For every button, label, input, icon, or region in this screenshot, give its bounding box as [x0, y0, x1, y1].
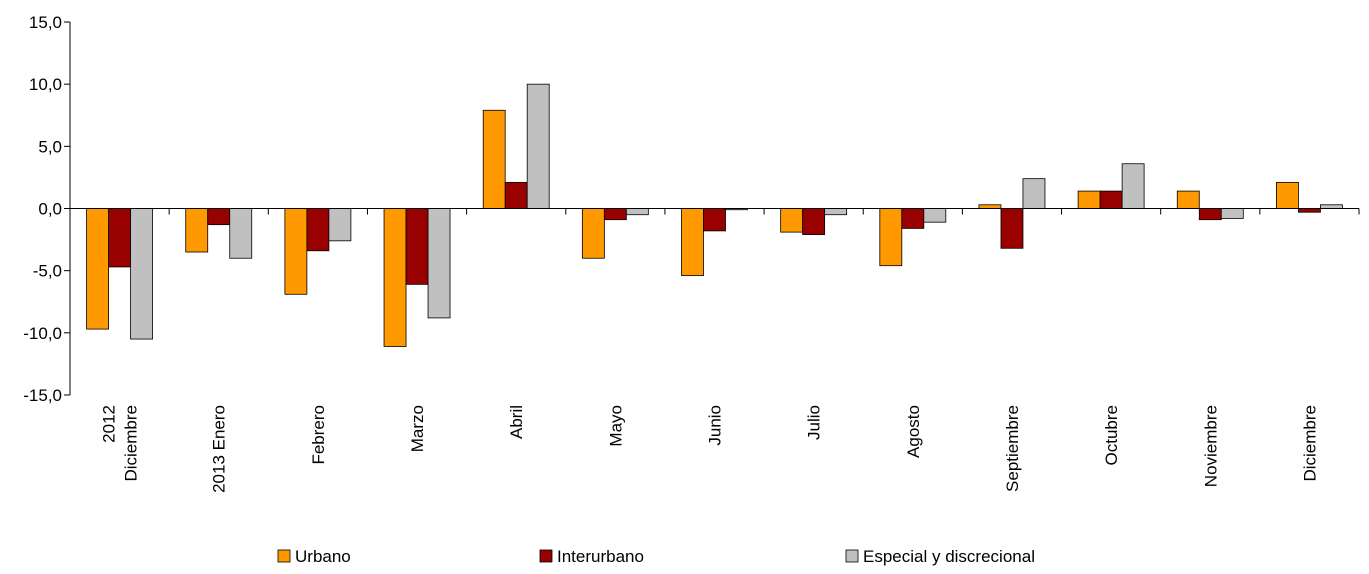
bar-especial-y-discrecional-3 [427, 208, 451, 319]
bar-interurbano-12 [1298, 208, 1321, 213]
bar-especial-y-discrecional-9 [1022, 178, 1046, 209]
x-tick-label: 2013 Enero [210, 405, 229, 493]
legend-swatch-urbano [277, 549, 291, 563]
x-tick-label: Junio [706, 405, 725, 446]
bar-urbano-6 [681, 208, 704, 277]
bar-especial-y-discrecional-0 [130, 208, 153, 340]
bar-interurbano-4 [504, 181, 528, 209]
x-tick-label: Febrero [309, 405, 328, 465]
y-tick-label: -10,0 [23, 324, 62, 343]
bar-interurbano-5 [603, 208, 627, 221]
legend: Urbano Interurbano Especial y discrecional [277, 547, 1035, 566]
bar-urbano-7 [780, 208, 804, 233]
x-tick-label: Julio [805, 405, 824, 440]
bar-urbano-0 [86, 208, 109, 330]
x-tick-labels: 2012 Diciembre 2013 Enero Febrero Marzo Abril… [100, 405, 1320, 493]
bar-especial-y-discrecional-2 [328, 208, 352, 242]
bar-especial-y-discrecional-10 [1121, 163, 1145, 209]
x-tick-label: Septiembre [1003, 405, 1022, 492]
y-tick-label: 0,0 [38, 200, 62, 219]
bar-especial-y-discrecional-8 [923, 208, 947, 223]
x-tick-label: Noviembre [1201, 405, 1220, 487]
bar-especial-y-discrecional-5 [625, 208, 649, 216]
y-tick-label: 10,0 [29, 75, 62, 94]
bar-urbano-8 [879, 208, 903, 267]
x-tick-label: Diciembre [122, 405, 141, 482]
x-tick-label: 2012 [100, 405, 119, 443]
bar-especial-y-discrecional-7 [824, 208, 848, 216]
bar-interurbano-0 [108, 208, 131, 268]
bar-interurbano-6 [703, 208, 726, 232]
bar-interurbano-1 [207, 208, 231, 226]
legend-label-urbano: Urbano [295, 547, 351, 566]
bar-interurbano-10 [1099, 190, 1123, 209]
bar-especial-y-discrecional-4 [526, 83, 550, 209]
bar-interurbano-3 [405, 208, 429, 285]
bar-urbano-1 [185, 208, 209, 253]
bar-urbano-5 [581, 208, 605, 259]
x-tick-label: Octubre [1102, 405, 1121, 465]
y-tick-label: 15,0 [29, 13, 62, 32]
legend-label-especial-y-discrecional: Especial y discrecional [863, 547, 1035, 566]
y-tick-label: 5,0 [38, 137, 62, 156]
bar-urbano-4 [482, 109, 506, 209]
bar-urbano-9 [978, 204, 1002, 209]
axes-layer: 15,0 10,0 5,0 0,0 -5,0 -10,0 -15,0 [23, 13, 1360, 405]
bars-layer [86, 83, 1343, 347]
bar-interurbano-8 [901, 208, 925, 229]
x-tick-label: Diciembre [1300, 405, 1319, 482]
bar-especial-y-discrecional-12 [1320, 204, 1343, 209]
y-tick-label: -5,0 [33, 262, 62, 281]
bar-interurbano-9 [1000, 208, 1024, 249]
bar-urbano-3 [383, 208, 407, 347]
legend-swatch-interurbano [539, 549, 553, 563]
x-tick-label: Abril [507, 405, 526, 439]
x-tick-label: Marzo [408, 405, 427, 452]
bar-urbano-12 [1276, 181, 1299, 209]
x-tick-label: Agosto [904, 405, 923, 458]
bar-urbano-10 [1077, 190, 1101, 209]
bar-interurbano-2 [306, 208, 330, 252]
bar-especial-y-discrecional-1 [229, 208, 253, 259]
legend-swatch-especial-y-discrecional [845, 549, 859, 563]
bar-urbano-2 [284, 208, 308, 295]
bar-urbano-11 [1176, 190, 1200, 209]
bar-especial-y-discrecional-11 [1220, 208, 1244, 219]
y-tick-label: -15,0 [23, 386, 62, 405]
x-tick-label: Mayo [606, 405, 625, 447]
bar-interurbano-7 [802, 208, 826, 236]
legend-label-interurbano: Interurbano [557, 547, 644, 566]
bar-interurbano-11 [1198, 208, 1222, 221]
